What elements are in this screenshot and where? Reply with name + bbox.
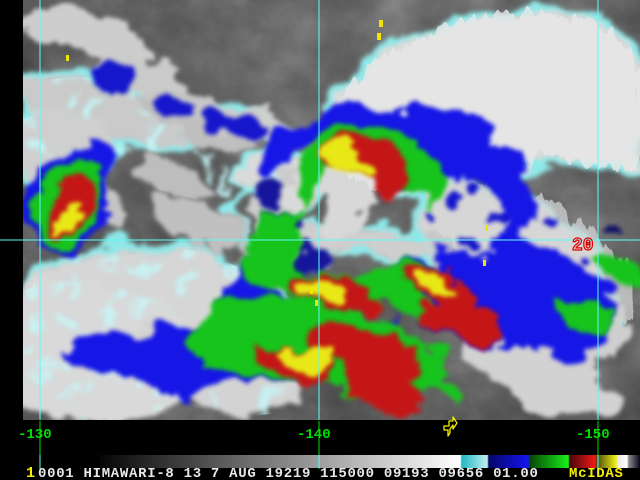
svg-text:0001 HIMAWARI-8 13 7 AUG: 0001 HIMAWARI-8 13 7 AUG 19219 115000 09…	[38, 466, 539, 480]
svg-text:1: 1	[26, 465, 35, 480]
svg-text:20: 20	[572, 236, 594, 256]
svg-text:-150: -150	[576, 427, 610, 443]
svg-text:McIDAS: McIDAS	[569, 466, 624, 480]
svg-text:-140: -140	[297, 427, 331, 443]
svg-text:-130: -130	[18, 427, 52, 443]
